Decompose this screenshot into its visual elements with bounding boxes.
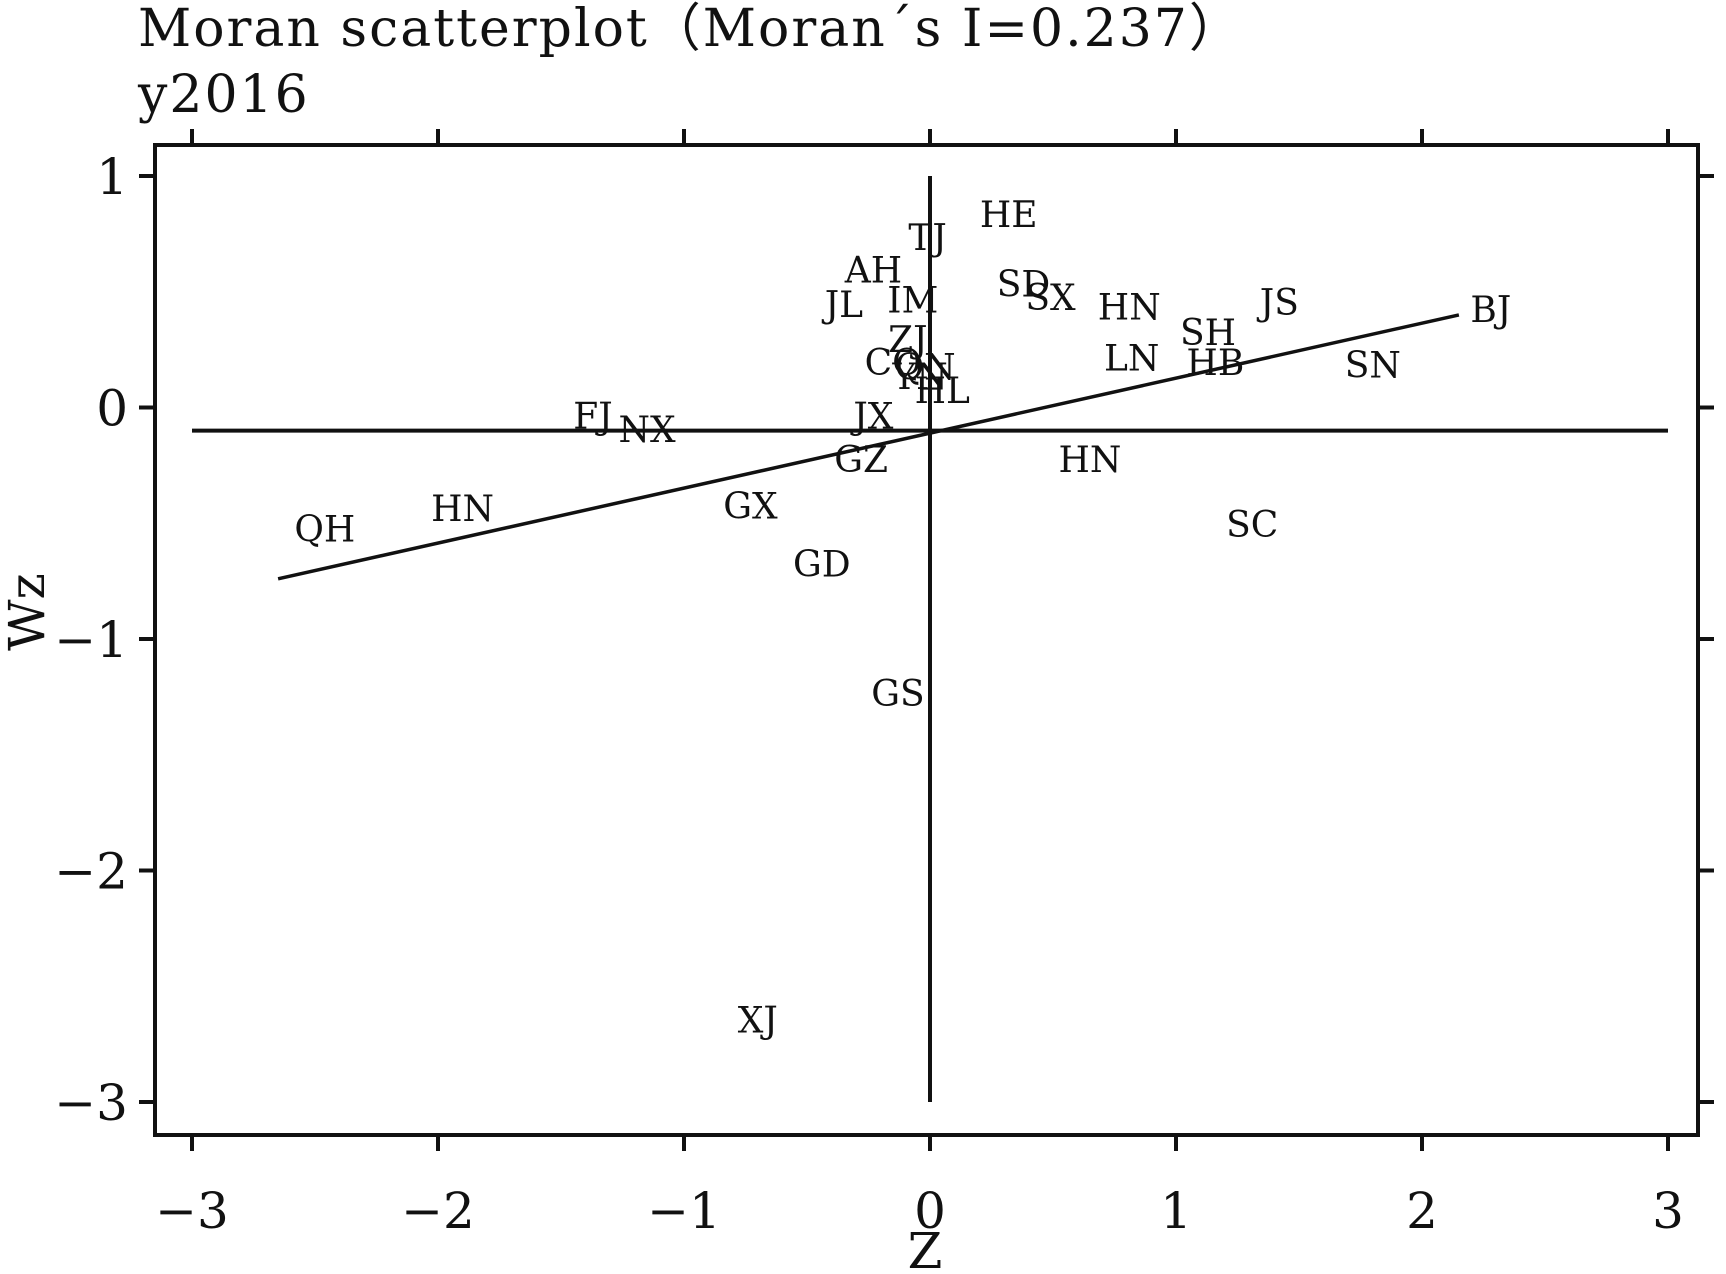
axis-ticks bbox=[139, 129, 1714, 1151]
point-label-js: JS bbox=[1256, 283, 1299, 324]
x-tick-label: 2 bbox=[1406, 1182, 1438, 1240]
x-tick-label: −2 bbox=[401, 1182, 475, 1240]
y-tick-label: −2 bbox=[54, 843, 128, 901]
x-tick-label: −1 bbox=[647, 1182, 721, 1240]
y-tick-label: −1 bbox=[54, 611, 128, 669]
point-label-gs: GS bbox=[871, 674, 924, 715]
point-label-gz: GZ bbox=[834, 440, 888, 481]
point-label-ln: LN bbox=[1104, 338, 1159, 379]
point-label-sx: SX bbox=[1025, 278, 1076, 319]
point-label-gx: GX bbox=[723, 487, 778, 528]
y-tick-label: 0 bbox=[96, 380, 128, 438]
point-label-bj: BJ bbox=[1470, 290, 1511, 331]
y-tick-label: 1 bbox=[96, 148, 128, 206]
x-tick-label: 3 bbox=[1652, 1182, 1684, 1240]
point-label-sn: SN bbox=[1345, 345, 1401, 386]
point-label-sc: SC bbox=[1226, 505, 1278, 546]
x-tick-label: 1 bbox=[1160, 1182, 1192, 1240]
y-tick-label: −3 bbox=[54, 1074, 128, 1132]
x-tick-label: 0 bbox=[914, 1182, 946, 1240]
point-label-jx: JX bbox=[849, 396, 893, 437]
point-label-sh: SH bbox=[1180, 313, 1236, 354]
point-label-hn: HN bbox=[1058, 440, 1121, 481]
regression-line bbox=[277, 313, 1460, 581]
point-label-hn: HN bbox=[1098, 287, 1161, 328]
point-label-hn: HN bbox=[431, 489, 494, 530]
chart-title: Moran scatterplot（Moran´s I=0.237） bbox=[138, 0, 1243, 59]
point-label-zj: ZJ bbox=[888, 320, 927, 361]
point-label-qn: QN bbox=[895, 348, 956, 389]
axis-tick-labels: −3 −2 −1 0 1 2 3 1 0 −1 −2 −3 bbox=[54, 148, 1684, 1240]
point-label-im: IM bbox=[887, 281, 938, 322]
y-axis-label: Wz bbox=[0, 573, 56, 651]
point-label-cq: CQ bbox=[865, 343, 922, 384]
point-label-jl: JL bbox=[821, 285, 863, 326]
x-tick-label: −3 bbox=[155, 1182, 229, 1240]
point-label-tj: TJ bbox=[908, 218, 946, 259]
point-label-he: HE bbox=[980, 195, 1038, 236]
x-axis-label: Z bbox=[908, 1222, 943, 1274]
point-label-hl: HL bbox=[915, 371, 970, 412]
point-label-hb: HB bbox=[1186, 343, 1244, 384]
point-label-nx: NX bbox=[619, 410, 677, 451]
point-label-yn: YN bbox=[892, 357, 948, 398]
chart-subtitle: y2016 bbox=[137, 65, 310, 125]
point-label-xj: XJ bbox=[738, 1000, 778, 1041]
point-label-qh: QH bbox=[294, 510, 355, 551]
point-label-gd: GD bbox=[793, 544, 851, 585]
point-label-sd: SD bbox=[997, 264, 1051, 305]
point-label-fj: FJ bbox=[573, 396, 612, 437]
point-label-ah: AH bbox=[844, 250, 902, 291]
